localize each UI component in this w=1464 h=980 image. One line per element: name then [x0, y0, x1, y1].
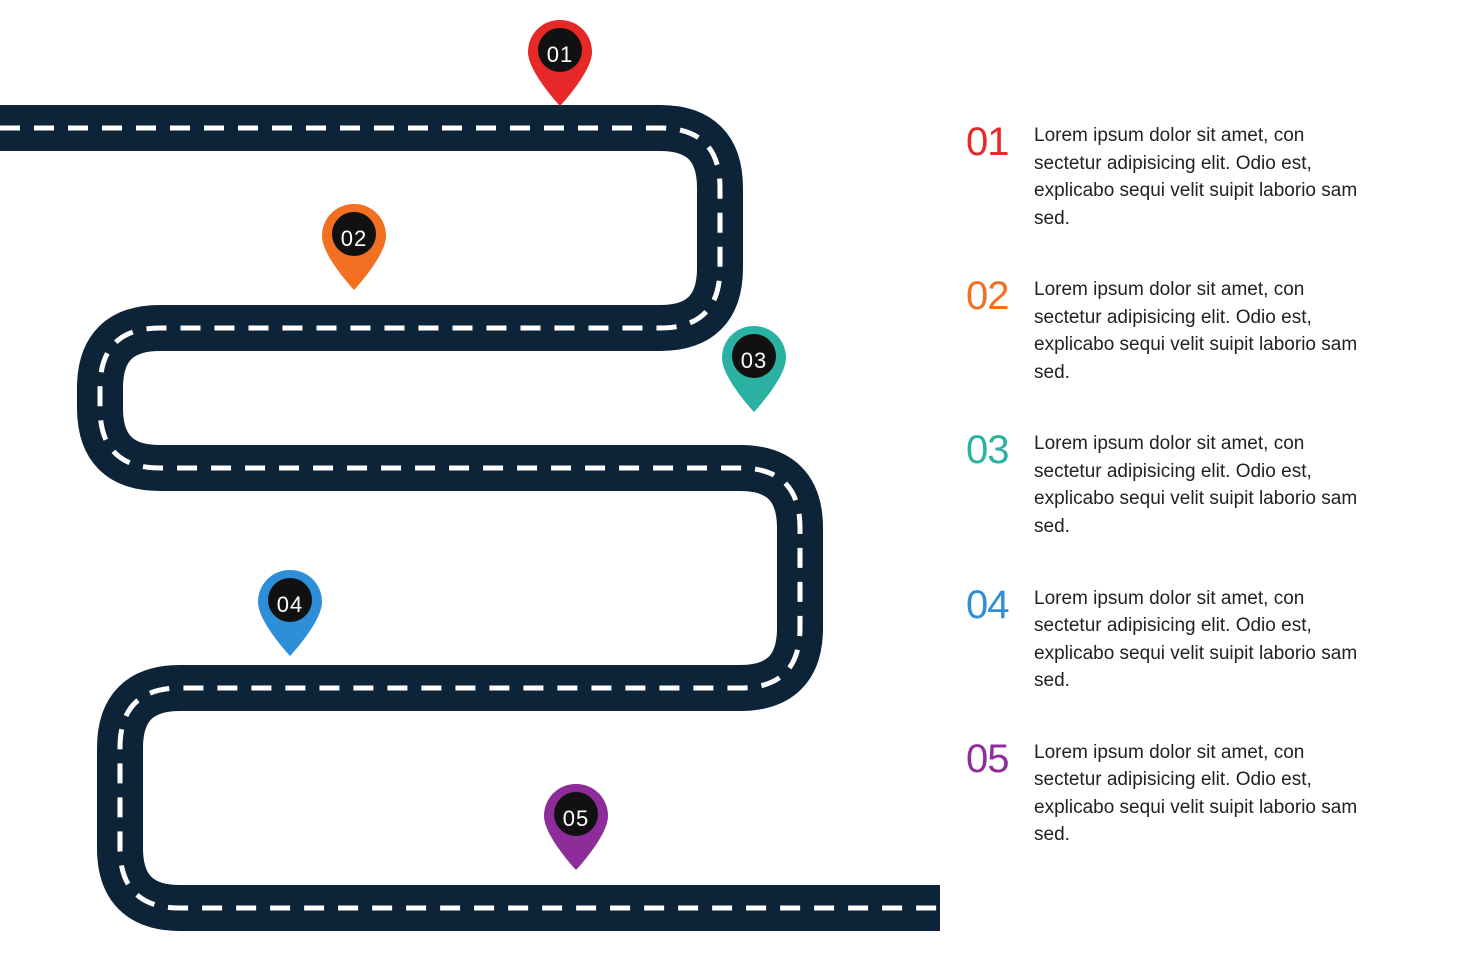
- legend-text: Lorem ipsum dolor sit amet, con sectetur…: [1034, 739, 1374, 849]
- map-pin-label: 03: [741, 348, 767, 374]
- roadmap-infographic: 01 02 03 04 05 01 Lorem ipsum dolor sit amet,…: [0, 0, 1464, 980]
- legend-item-03: 03 Lorem ipsum dolor sit amet, con sectet…: [966, 430, 1374, 540]
- map-pin-01: 01: [528, 20, 592, 106]
- legend-item-01: 01 Lorem ipsum dolor sit amet, con sectet…: [966, 122, 1374, 232]
- map-pin-label: 04: [277, 592, 303, 618]
- map-pin-04: 04: [258, 570, 322, 656]
- map-pin-label: 01: [547, 42, 573, 68]
- legend-item-05: 05 Lorem ipsum dolor sit amet, con sectet…: [966, 739, 1374, 849]
- legend-number: 04: [966, 585, 1022, 625]
- map-pin-label: 02: [341, 226, 367, 252]
- legend-item-04: 04 Lorem ipsum dolor sit amet, con sectet…: [966, 585, 1374, 695]
- legend-number: 01: [966, 122, 1022, 162]
- legend-number: 02: [966, 276, 1022, 316]
- map-pin-label: 05: [563, 806, 589, 832]
- map-pin-02: 02: [322, 204, 386, 290]
- map-pin-03: 03: [722, 326, 786, 412]
- legend-text: Lorem ipsum dolor sit amet, con sectetur…: [1034, 122, 1374, 232]
- legend-number: 05: [966, 739, 1022, 779]
- legend-number: 03: [966, 430, 1022, 470]
- legend: 01 Lorem ipsum dolor sit amet, con sectet…: [966, 122, 1374, 893]
- legend-item-02: 02 Lorem ipsum dolor sit amet, con sectet…: [966, 276, 1374, 386]
- legend-text: Lorem ipsum dolor sit amet, con sectetur…: [1034, 276, 1374, 386]
- map-pin-05: 05: [544, 784, 608, 870]
- legend-text: Lorem ipsum dolor sit amet, con sectetur…: [1034, 585, 1374, 695]
- legend-text: Lorem ipsum dolor sit amet, con sectetur…: [1034, 430, 1374, 540]
